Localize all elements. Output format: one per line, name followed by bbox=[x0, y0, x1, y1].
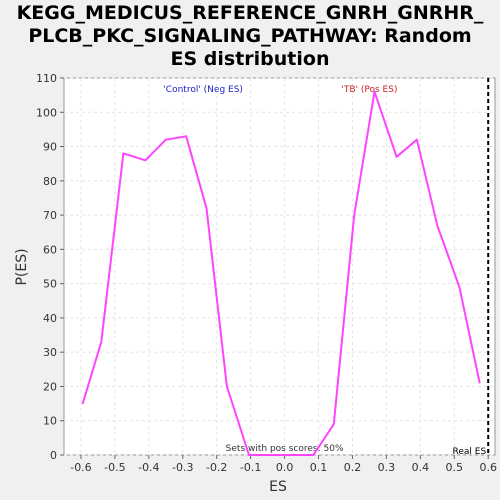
data-point bbox=[248, 454, 250, 456]
y-tick-label: 100 bbox=[36, 106, 57, 119]
x-tick-label: -0.4 bbox=[138, 461, 159, 474]
data-point bbox=[185, 135, 187, 137]
data-point bbox=[122, 152, 124, 154]
data-point bbox=[226, 385, 228, 388]
y-tick-label: 90 bbox=[43, 141, 57, 154]
x-tick-label: 0.3 bbox=[378, 461, 396, 474]
data-point bbox=[290, 454, 292, 456]
real-es-label: Real ES bbox=[453, 447, 487, 457]
y-tick-label: 20 bbox=[43, 380, 57, 393]
y-tick-label: 80 bbox=[43, 175, 57, 188]
data-point bbox=[436, 224, 438, 226]
x-tick-label: 0.2 bbox=[344, 461, 362, 474]
chart-title-line-2: PLCB_PKC_SIGNALING_PATHWAY: Random bbox=[28, 25, 472, 47]
pos-es-label: 'TB' (Pos ES) bbox=[341, 85, 397, 95]
y-tick-label: 40 bbox=[43, 312, 57, 325]
data-point bbox=[268, 454, 270, 456]
chart-title: KEGG_MEDICUS_REFERENCE_GNRH_GNRHR_ PLCB_… bbox=[0, 2, 500, 71]
data-point bbox=[144, 159, 147, 161]
data-point bbox=[205, 207, 208, 209]
data-point bbox=[395, 156, 398, 158]
x-tick-label: 0.5 bbox=[446, 461, 464, 474]
x-tick-label: -0.6 bbox=[70, 461, 91, 474]
axis-ticks: -0.6 -0.5 -0.4 -0.3 -0.2 -0.1 0.0 0.1 0.2 0.3 0.4 0… bbox=[36, 72, 497, 474]
annotations: 'Control' (Neg ES) 'TB' (Pos ES) Sets with… bbox=[163, 78, 490, 457]
data-point bbox=[82, 402, 84, 405]
x-tick-label: 0.4 bbox=[412, 461, 430, 474]
x-tick-label: -0.3 bbox=[172, 461, 193, 474]
data-point bbox=[373, 91, 376, 93]
data-point bbox=[333, 423, 335, 425]
y-tick-label: 10 bbox=[43, 415, 57, 428]
sets-pos-scores-label: Sets with pos scores: 50% bbox=[226, 444, 344, 454]
data-point bbox=[479, 382, 481, 384]
plot-area bbox=[63, 77, 496, 456]
y-tick-label: 30 bbox=[43, 346, 57, 359]
series-layer bbox=[81, 90, 481, 456]
data-point bbox=[353, 214, 355, 216]
neg-es-label: 'Control' (Neg ES) bbox=[163, 85, 243, 95]
x-tick-label: 0.0 bbox=[276, 461, 294, 474]
y-tick-label: 70 bbox=[43, 209, 57, 222]
data-point bbox=[416, 139, 418, 141]
series-line bbox=[81, 90, 481, 456]
data-point bbox=[458, 286, 460, 288]
y-tick-label: 50 bbox=[43, 278, 57, 291]
y-tick-label: 60 bbox=[43, 243, 57, 256]
data-point bbox=[165, 139, 167, 141]
data-point bbox=[312, 454, 315, 456]
y-axis-label: P(ES) bbox=[14, 248, 30, 285]
x-tick-label: -0.5 bbox=[104, 461, 125, 474]
x-tick-label: 0.1 bbox=[310, 461, 328, 474]
data-point bbox=[100, 341, 102, 343]
grid bbox=[64, 77, 495, 456]
chart-title-line-1: KEGG_MEDICUS_REFERENCE_GNRH_GNRHR_ bbox=[16, 2, 484, 24]
y-tick-label: 110 bbox=[36, 72, 57, 85]
x-axis-label: ES bbox=[269, 479, 287, 495]
x-tick-label: -0.1 bbox=[240, 461, 261, 474]
chart-title-line-3: ES distribution bbox=[170, 48, 330, 70]
x-tick-label: -0.2 bbox=[206, 461, 227, 474]
y-tick-label: 0 bbox=[50, 449, 57, 462]
x-tick-label: 0.6 bbox=[479, 461, 497, 474]
